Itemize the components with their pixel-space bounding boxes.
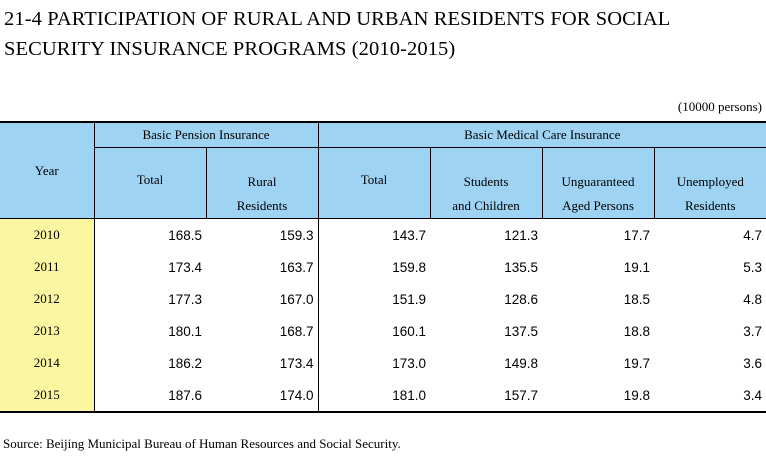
aged-persons-cell: 19.8 xyxy=(542,379,654,413)
column-header-medical-total: Total xyxy=(318,147,430,219)
rural-residents-cell: 167.0 xyxy=(206,283,319,315)
medical-total-cell: 151.9 xyxy=(392,291,426,307)
unemployed-cell: 3.7 xyxy=(743,323,763,339)
students-label-1: Students xyxy=(463,174,509,189)
unemployed-cell: 5.3 xyxy=(743,259,763,275)
table-row: 2015 187.6 174.0 181.0 157.7 19.8 3.4 xyxy=(0,379,766,413)
medical-total-cell: 160.1 xyxy=(392,323,426,339)
column-header-students: Students and Children xyxy=(429,147,542,219)
aged-persons-cell: 19.7 xyxy=(623,355,650,371)
aged-persons-cell: 18.8 xyxy=(623,323,650,339)
rural-residents-cell: 174.0 xyxy=(206,379,319,413)
aged-persons-cell: 17.7 xyxy=(623,227,650,243)
column-header-rural-residents: Rural Residents xyxy=(205,147,319,219)
unit-label: (10000 persons) xyxy=(677,99,762,114)
page-title: 21-4 PARTICIPATION OF RURAL AND URBAN RE… xyxy=(4,4,764,64)
unguaranteed-label-1: Unguaranteed xyxy=(561,174,635,189)
rural-residents-cell: 159.3 xyxy=(206,218,319,251)
students-cell: 137.5 xyxy=(504,323,538,339)
table-row: 2013 180.1 168.7 160.1 137.5 18.8 3.7 xyxy=(0,315,766,347)
rural-residents-cell: 168.7 xyxy=(206,315,319,347)
table-row: 2014 186.2 173.4 173.0 149.8 19.7 3.6 xyxy=(0,347,766,379)
medical-total-cell: 181.0 xyxy=(318,379,430,413)
column-header-unemployed: Unemployed Residents xyxy=(653,147,766,219)
column-header-year: Year xyxy=(0,121,95,219)
aged-persons-cell: 19.1 xyxy=(623,259,650,275)
pension-total-cell: 173.4 xyxy=(168,259,202,275)
year-cell: 2015 xyxy=(0,379,95,413)
unemployed-cell: 3.4 xyxy=(654,379,766,413)
title-line-2: SECURITY INSURANCE PROGRAMS (2010-2015) xyxy=(4,38,456,60)
medical-total-cell: 143.7 xyxy=(392,227,426,243)
aged-persons-cell: 18.5 xyxy=(623,291,650,307)
title-line-1: 21-4 PARTICIPATION OF RURAL AND URBAN RE… xyxy=(4,8,671,30)
students-cell: 128.6 xyxy=(504,291,538,307)
rural-residents-label-2: Residents xyxy=(236,198,288,213)
column-group-pension: Basic Pension Insurance xyxy=(94,121,319,148)
year-cell: 2013 xyxy=(0,315,95,347)
pension-total-cell: 177.3 xyxy=(168,291,202,307)
pension-total-cell: 168.5 xyxy=(168,227,202,243)
unemployed-cell: 4.8 xyxy=(743,291,763,307)
table-row: 2010 168.5 159.3 143.7 121.3 17.7 4.7 xyxy=(0,218,766,251)
unemployed-cell: 3.6 xyxy=(743,355,763,371)
rural-residents-cell: 173.4 xyxy=(206,347,319,379)
students-cell: 121.3 xyxy=(504,227,538,243)
source-note: Source: Beijing Municipal Bureau of Huma… xyxy=(3,436,401,451)
medical-total-cell: 173.0 xyxy=(392,355,426,371)
year-cell: 2011 xyxy=(0,251,95,283)
unemployed-cell: 4.7 xyxy=(743,227,763,243)
medical-total-cell: 159.8 xyxy=(392,259,426,275)
column-group-medical: Basic Medical Care Insurance xyxy=(318,121,766,148)
column-header-unguaranteed-aged: Unguaranteed Aged Persons xyxy=(541,147,654,219)
students-label-2: and Children xyxy=(452,198,520,213)
students-cell: 135.5 xyxy=(504,259,538,275)
table-row: 2011 173.4 163.7 159.8 135.5 19.1 5.3 xyxy=(0,251,766,283)
pension-total-label: Total xyxy=(136,172,164,187)
unguaranteed-label-2: Aged Persons xyxy=(562,198,634,213)
year-cell: 2010 xyxy=(0,218,95,251)
unemployed-label-2: Residents xyxy=(684,198,736,213)
unemployed-label-1: Unemployed xyxy=(676,174,744,189)
students-cell: 149.8 xyxy=(504,355,538,371)
pension-total-cell: 180.1 xyxy=(168,323,202,339)
column-header-pension-total: Total xyxy=(94,147,206,219)
pension-total-cell: 186.2 xyxy=(168,355,202,371)
rural-residents-cell: 163.7 xyxy=(206,251,319,283)
table-row: 2012 177.3 167.0 151.9 128.6 18.5 4.8 xyxy=(0,283,766,315)
rural-residents-label-1: Rural xyxy=(247,174,277,189)
pension-total-cell: 187.6 xyxy=(94,379,206,413)
year-cell: 2012 xyxy=(0,283,95,315)
data-table: Year Basic Pension Insurance Basic Medic… xyxy=(0,121,766,413)
medical-total-label: Total xyxy=(360,172,388,187)
students-cell: 157.7 xyxy=(430,379,542,413)
year-cell: 2014 xyxy=(0,347,95,379)
